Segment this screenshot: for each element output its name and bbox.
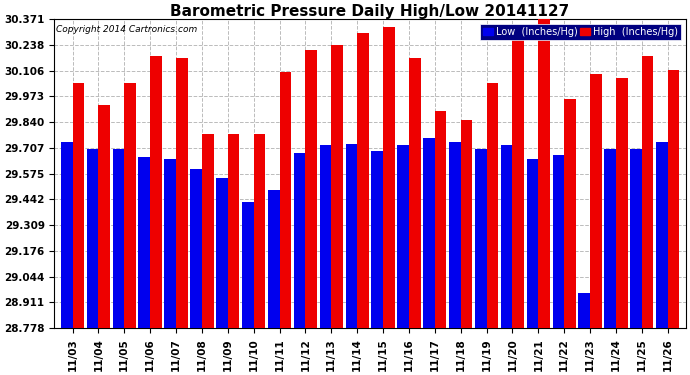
Bar	[668, 70, 680, 328]
Bar	[279, 72, 291, 328]
Bar	[216, 178, 228, 328]
Bar	[656, 142, 668, 328]
Bar	[254, 134, 265, 328]
Bar	[501, 146, 513, 328]
Bar	[486, 83, 498, 328]
Bar	[228, 134, 239, 328]
Bar	[383, 27, 395, 328]
Bar	[61, 142, 72, 328]
Bar	[357, 33, 369, 328]
Bar	[461, 120, 473, 328]
Bar	[564, 99, 576, 328]
Bar	[604, 149, 616, 328]
Bar	[176, 58, 188, 328]
Bar	[630, 149, 642, 328]
Bar	[242, 202, 254, 328]
Bar	[87, 149, 99, 328]
Bar	[513, 39, 524, 328]
Bar	[319, 146, 331, 328]
Bar	[268, 190, 279, 328]
Bar	[150, 56, 161, 328]
Bar	[124, 83, 136, 328]
Bar	[331, 45, 343, 328]
Bar	[449, 142, 461, 328]
Bar	[306, 50, 317, 328]
Bar	[294, 153, 306, 328]
Bar	[164, 159, 176, 328]
Text: Copyright 2014 Cartronics.com: Copyright 2014 Cartronics.com	[56, 26, 197, 34]
Bar	[139, 157, 150, 328]
Bar	[99, 105, 110, 328]
Bar	[526, 159, 538, 328]
Title: Barometric Pressure Daily High/Low 20141127: Barometric Pressure Daily High/Low 20141…	[170, 4, 570, 19]
Legend: Low  (Inches/Hg), High  (Inches/Hg): Low (Inches/Hg), High (Inches/Hg)	[480, 24, 681, 40]
Bar	[190, 169, 202, 328]
Bar	[435, 111, 446, 328]
Bar	[423, 138, 435, 328]
Bar	[642, 56, 653, 328]
Bar	[553, 155, 564, 328]
Bar	[72, 83, 84, 328]
Bar	[371, 151, 383, 328]
Bar	[538, 20, 550, 328]
Bar	[397, 146, 409, 328]
Bar	[202, 134, 213, 328]
Bar	[112, 149, 124, 328]
Bar	[590, 74, 602, 328]
Bar	[409, 58, 421, 328]
Bar	[346, 144, 357, 328]
Bar	[616, 78, 628, 328]
Bar	[578, 293, 590, 328]
Bar	[475, 149, 486, 328]
